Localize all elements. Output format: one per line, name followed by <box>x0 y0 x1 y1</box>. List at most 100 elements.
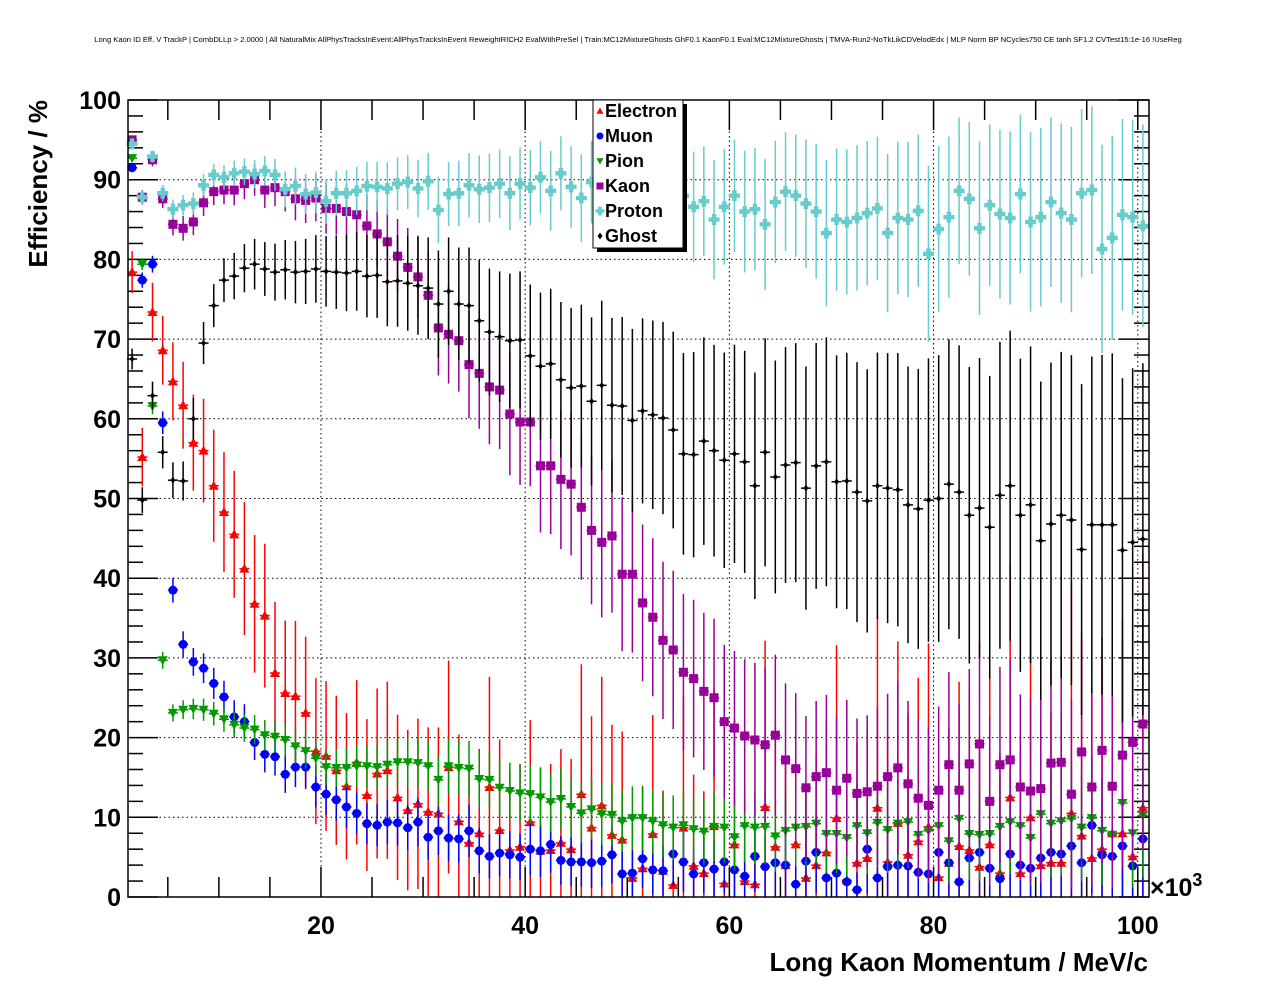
legend-label: Pion <box>605 151 644 171</box>
marker-triangle-down <box>402 758 413 768</box>
marker-triangle-down <box>606 810 617 820</box>
data-point <box>637 318 648 504</box>
marker-cross <box>1065 214 1077 226</box>
marker-cross <box>688 201 700 213</box>
marker-diamond <box>711 447 717 455</box>
marker-circle <box>954 877 964 887</box>
marker-cross <box>739 206 751 218</box>
marker-triangle-down <box>647 817 658 827</box>
data-point <box>290 729 301 764</box>
data-point <box>800 716 811 860</box>
data-point <box>892 141 904 295</box>
data-point <box>494 829 505 877</box>
data-point <box>229 470 240 598</box>
marker-triangle-up <box>361 789 372 799</box>
data-point <box>555 768 566 830</box>
marker-square <box>178 223 188 233</box>
marker-circle <box>127 163 137 173</box>
marker-triangle-down <box>218 715 229 725</box>
legend-marker-diamond <box>597 232 603 240</box>
marker-square <box>719 717 729 727</box>
marker-cross <box>422 175 434 187</box>
marker-triangle-up <box>127 267 138 277</box>
marker-cross <box>1014 188 1026 200</box>
marker-diamond <box>231 272 237 280</box>
marker-diamond <box>793 459 799 467</box>
data-point <box>984 716 995 886</box>
data-point <box>769 140 781 264</box>
marker-cross <box>769 196 781 208</box>
marker-diamond <box>507 337 513 345</box>
marker-square <box>1015 782 1025 792</box>
marker-triangle-up <box>167 376 178 386</box>
marker-square <box>627 569 637 579</box>
marker-cross <box>126 138 138 150</box>
marker-diamond <box>680 450 686 458</box>
data-point <box>188 398 199 440</box>
data-point <box>739 659 750 813</box>
marker-square <box>923 800 933 810</box>
data-point <box>412 236 423 335</box>
data-point <box>627 786 638 850</box>
marker-triangle-up <box>259 610 270 620</box>
marker-square <box>1026 786 1036 796</box>
marker-triangle-down <box>249 725 260 735</box>
data-point <box>361 745 372 788</box>
data-point <box>127 251 138 294</box>
data-point <box>218 706 229 732</box>
series-pion <box>127 154 1148 888</box>
series-electron <box>127 251 1148 897</box>
marker-triangle-down <box>290 742 301 752</box>
marker-circle <box>280 769 290 779</box>
data-point <box>218 452 229 572</box>
marker-diamond <box>139 496 145 504</box>
data-point <box>933 706 944 874</box>
chart-title: Long Kaon ID Eff. V TrackP | CombDLLp > … <box>94 35 1181 44</box>
marker-cross <box>300 188 312 200</box>
data-point <box>729 651 740 806</box>
data-point <box>443 739 454 793</box>
marker-diamond <box>966 511 972 519</box>
data-point <box>739 350 750 573</box>
data-point <box>136 190 148 204</box>
marker-triangle-down <box>361 762 372 772</box>
marker-circle <box>137 275 147 285</box>
marker-diamond <box>272 268 278 276</box>
data-point <box>239 244 250 293</box>
marker-cross <box>984 199 996 211</box>
marker-square <box>464 360 474 370</box>
data-point <box>678 593 689 751</box>
data-point <box>259 720 270 751</box>
data-point <box>198 398 209 503</box>
data-point <box>709 792 720 862</box>
marker-circle <box>209 678 219 688</box>
data-point <box>310 740 321 777</box>
marker-cross <box>443 188 455 200</box>
marker-diamond <box>640 407 646 415</box>
data-point <box>525 823 536 876</box>
marker-diamond <box>1109 521 1115 529</box>
legend-item-proton: Proton <box>595 201 663 221</box>
marker-cross <box>708 214 720 226</box>
data-point <box>1045 659 1056 867</box>
marker-cross <box>820 227 832 239</box>
marker-diamond <box>701 437 707 445</box>
marker-diamond <box>252 260 258 268</box>
marker-diamond <box>558 376 564 384</box>
marker-diamond <box>670 426 676 434</box>
marker-circle <box>617 869 627 879</box>
data-point <box>147 150 159 163</box>
marker-cross <box>228 167 240 179</box>
marker-cross <box>524 182 536 194</box>
marker-cross <box>351 185 363 197</box>
marker-circle <box>607 850 617 860</box>
data-point <box>249 238 260 290</box>
marker-diamond <box>650 411 656 419</box>
marker-triangle-down <box>167 708 178 718</box>
marker-triangle-down <box>617 817 628 827</box>
data-point <box>749 662 760 818</box>
marker-cross <box>851 212 863 224</box>
data-point <box>790 862 801 897</box>
data-point <box>882 353 893 624</box>
data-point <box>1066 355 1077 685</box>
